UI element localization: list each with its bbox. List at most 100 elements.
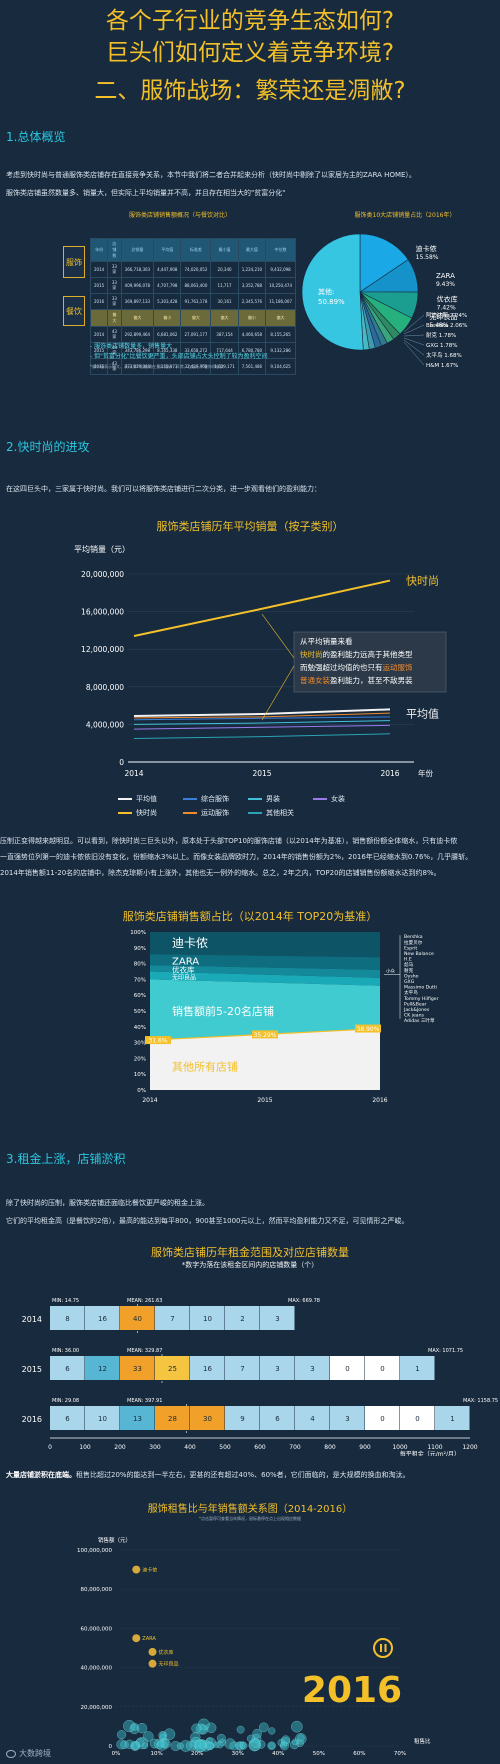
legend-item[interactable]: 综合服饰 [183,794,248,804]
rent-count: 6 [65,1365,70,1373]
scatter-point [206,1737,214,1745]
rent-cell [190,1356,225,1380]
rent-count: 3 [310,1365,314,1373]
footer-logo: 大数跨境 [6,1748,51,1759]
rent-count: 33 [133,1365,142,1373]
table-cell: 33家 [107,277,122,294]
rent-mean-label: MEAN: 329.87 [127,1348,162,1354]
pause-icon [384,1644,387,1652]
scatter-chart-title: 服饰租售比与年销售额关系图（2014-2016） [147,1504,353,1515]
th-median: 中位数 [265,238,296,262]
scatter-point [229,1741,239,1751]
rent-x-tick: 300 [149,1444,161,1451]
scatter-point [280,1741,289,1751]
scatter-point [204,1741,214,1751]
legend-item[interactable]: 其他相关 [248,808,313,818]
rent-count: 13 [133,1415,142,1423]
rent-cell [85,1306,120,1330]
line-chart: 平均销量（元） 0 4,000,000 8,000,000 12,000,000 16,0… [74,544,447,778]
sales-summary-table: 年份 店铺数 总销量 平均值 标准差 最小值 最大值 中位数 2014 33家 36… [89,238,296,375]
pie-outer-label: 阿迪达斯 2.24% [426,311,467,319]
area-y-tick: 100% [130,930,146,936]
rent-year-label: 2016 [22,1415,42,1424]
pie-slice-value: 5.48% [430,322,449,329]
rent-max-label: MAX: 669.78 [288,1298,320,1304]
line-x-tick: 2016 [380,769,399,778]
annotation-leader [261,613,295,659]
rent-count: 25 [168,1365,177,1373]
table-notes: - 服饰类店铺数量多，销售量大 - 但"贫富分化"比餐饮更严重，头部店铺占大头控… [90,342,268,362]
scatter-point [163,1728,176,1740]
rent-count: 16 [203,1365,212,1373]
table-compare-row: 偏大 偏大 偏小 偏大 偏大 偏小 偏大 [89,309,296,327]
pie-slice-label: 其他: [318,287,334,296]
rent-cell [190,1306,225,1330]
area-value-label: 31.6% [148,1038,167,1045]
main-title-line1: 各个子行业的竞争生态如何? [105,8,395,34]
pie-slice-value: 15.58% [416,254,439,261]
rent-cell [365,1356,400,1380]
area-x-tick: 2014 [142,1097,157,1104]
line-series [133,724,391,730]
legend-item[interactable]: 平均值 [118,794,183,804]
line-y-tick: 20,000,000 [81,570,124,579]
table-cell: 1,224,210 [237,261,267,278]
rent-mean-label: MEAN: 261.63 [127,1298,162,1304]
scatter-point [161,1739,171,1749]
legend-label: 平均值 [136,795,157,803]
legend-item[interactable]: 女装 [313,794,378,804]
scatter-point [250,1738,261,1748]
legend-swatch [248,798,262,800]
section2-paragraph2: 压制正变得越来越明显。可以看到，除快时尚三巨头以外，原本处于头部TOP10的服饰… [0,837,458,845]
rent-cell [400,1356,435,1380]
scatter-y-tick: 80,000,000 [81,1587,113,1593]
table-cell: 43家 [107,358,122,375]
rent-chart-title: 服饰类店铺历年租金范围及对应店铺数量 [151,1246,349,1259]
scatter-chart: 销售额（元） 0 20,000,000 40,000,000 60,000,000 80,… [77,1536,431,1757]
legend-label: 综合服饰 [201,795,229,803]
side-list-item: Bershka [404,934,423,940]
annotation-line3: 而勉强超过均值的也只有运动服饰 [300,662,413,672]
rent-max-label: MAX: 1071.75 [428,1348,463,1354]
scatter-point [179,1740,192,1752]
area-chart: 0% 10% 20% 30% 40% 50% 60% 70% 80% 90% 100% 2014 201… [130,930,438,1104]
rent-cell [225,1406,260,1430]
line-series [133,720,391,725]
rent-cell [155,1306,190,1330]
section3-paragraph3-bold: 大量店铺淤积在底端。 [6,1471,76,1479]
section3-paragraph3-rest: 租售比超过20%的能达到一半左右，更甚的还有超过40%、60%者，它们面临的，是… [76,1471,410,1479]
table-cell: 369,897,133 [120,293,155,310]
table-cell: 2016 [89,293,109,310]
area-y-tick: 90% [134,946,146,952]
area-value-label: 35.29% [254,1032,277,1039]
table-cell: 27,091,177 [180,326,212,343]
line-x-tick: 2015 [252,769,271,778]
legend-item[interactable]: 快时尚 [118,808,183,818]
side-list-item: 耐克 [404,967,414,974]
scatter-point [124,1739,135,1749]
scatter-point [267,1741,276,1750]
table-cell: 409,996,078 [120,277,155,294]
scatter-point [157,1740,165,1748]
scatter-point [170,1741,181,1751]
area-series-label: 其他所有店铺 [172,1059,238,1073]
th-max: 最大值 [237,238,267,262]
scatter-point [236,1725,245,1734]
table-cell: 9,104,625 [265,358,296,375]
rent-cell [50,1406,85,1430]
legend-item[interactable]: 男装 [248,794,313,804]
line-x-axis-label: 年份 [418,768,433,778]
rent-cell [155,1406,190,1430]
table-cell: 2016 [89,358,109,375]
rent-count: 0 [415,1415,419,1423]
pause-button[interactable] [373,1638,393,1658]
rent-count: 1 [415,1365,419,1373]
legend-item[interactable]: 运动服饰 [183,808,248,818]
scatter-point [130,1722,139,1731]
rent-min-label: MIN: 36.00 [52,1348,79,1354]
scatter-point-labeled [148,1659,157,1668]
rent-year-label: 2014 [22,1315,42,1324]
th-total: 总销量 [120,238,155,262]
area-y-tick: 80% [134,962,146,968]
pie-slice-value: 50.89% [318,298,345,306]
